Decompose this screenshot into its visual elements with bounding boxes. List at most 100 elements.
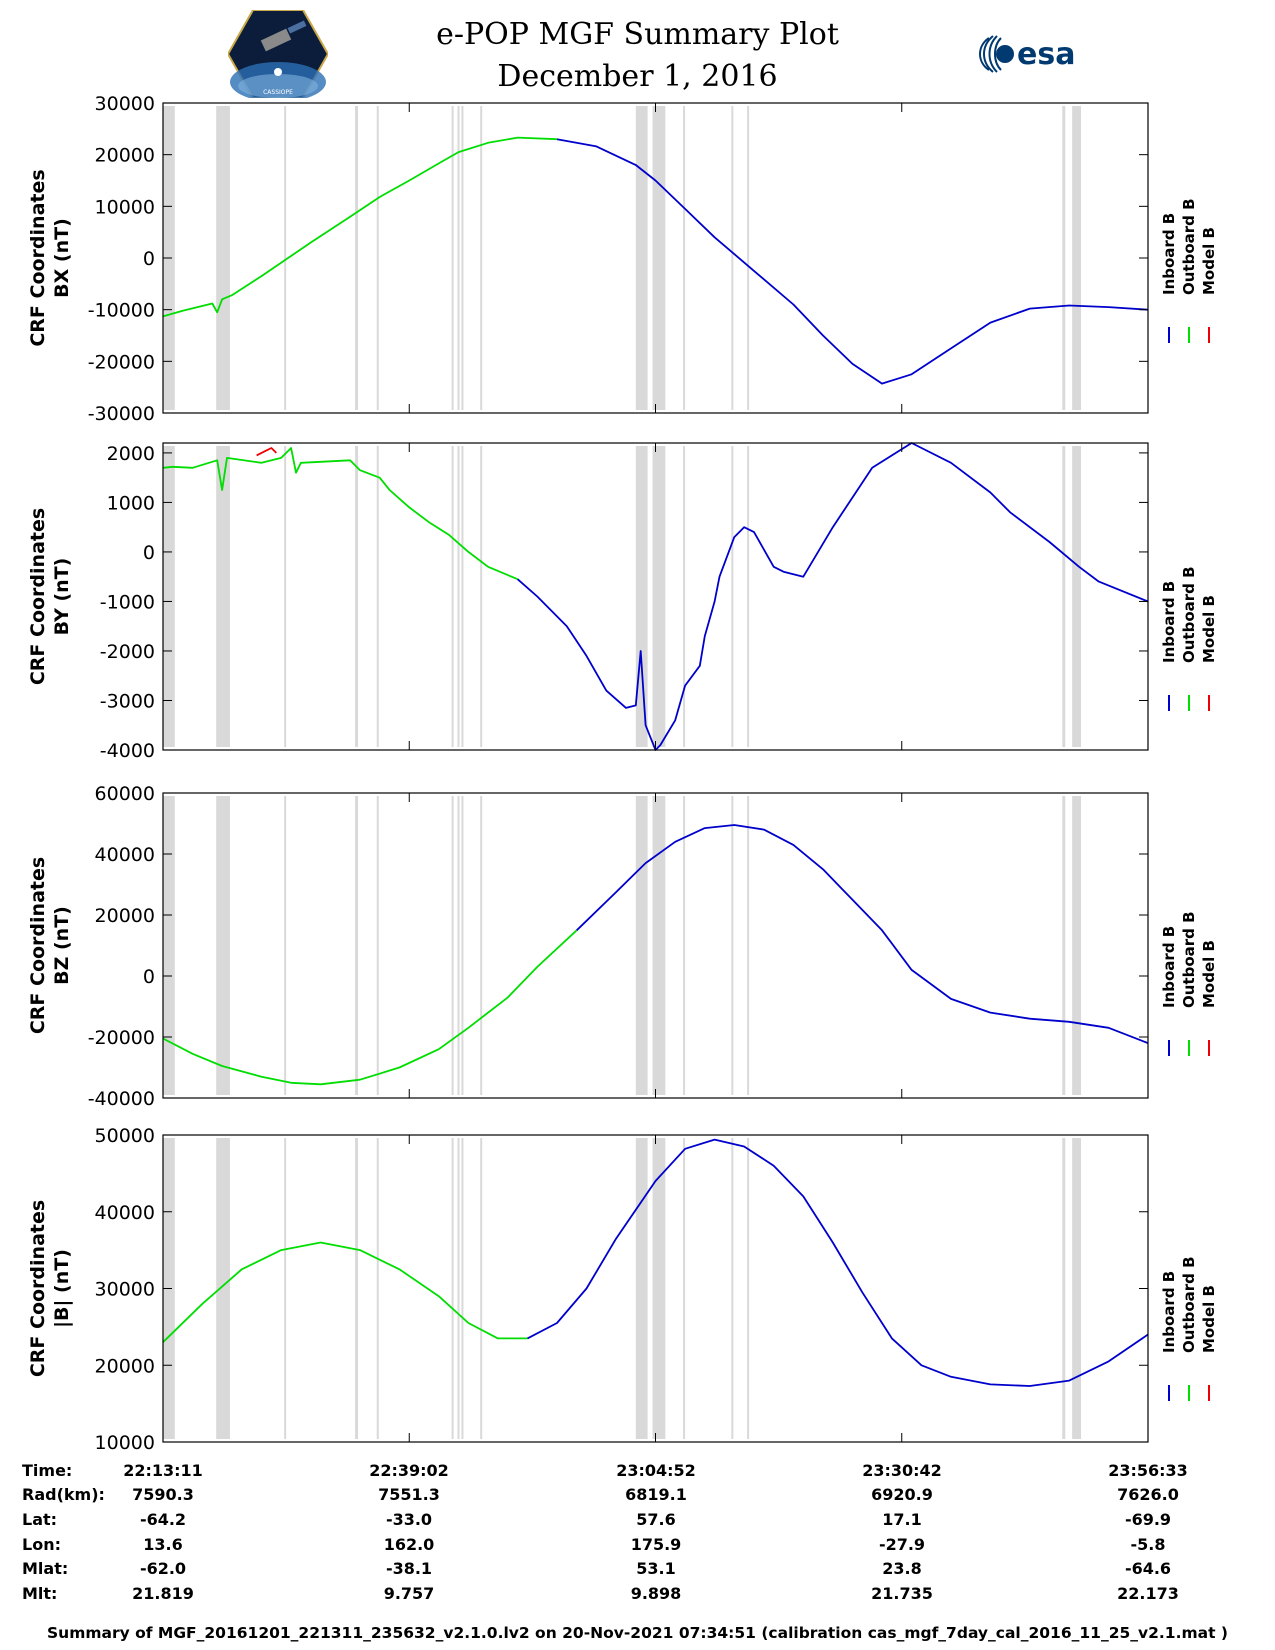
y-axis-label: CRF Coordinates: [27, 1200, 49, 1377]
y-tick-label: 50000: [95, 1125, 155, 1147]
data-gap-shade: [216, 796, 230, 1095]
data-gap-shade: [1072, 106, 1082, 410]
y-axis-label: BZ (nT): [51, 906, 73, 985]
data-gap-shade: [284, 796, 287, 1095]
legend-label: Model B: [1200, 595, 1218, 663]
data-gap-shade: [1072, 1138, 1082, 1439]
data-gap-shade: [461, 446, 464, 747]
y-tick-label: 2000: [107, 443, 155, 465]
data-gap-shade: [451, 1138, 454, 1439]
data-gap-shade: [376, 1138, 379, 1439]
data-gap-shade: [480, 1138, 483, 1439]
y-tick-label: 30000: [95, 93, 155, 115]
data-gap-shade: [652, 446, 666, 747]
data-gap-shade: [683, 446, 686, 747]
y-axis-label: BY (nT): [51, 558, 73, 636]
data-gap-shade: [652, 1138, 666, 1439]
series-outboard-b: [162, 1241, 528, 1343]
series-inboard-b: [576, 824, 1149, 1044]
y-tick-label: 40000: [95, 844, 155, 866]
y-tick-label: -40000: [88, 1088, 155, 1110]
plot-date: December 1, 2016: [497, 59, 778, 94]
data-gap-shade: [284, 446, 287, 747]
data-gap-shade: [635, 796, 648, 1095]
data-gap-shade: [480, 796, 483, 1095]
data-gap-shade: [461, 1138, 464, 1439]
y-tick-label: 10000: [95, 1432, 155, 1454]
y-tick-label: -1000: [100, 591, 155, 613]
data-gap-shade: [376, 796, 379, 1095]
y-axis-label: BX (nT): [51, 218, 73, 298]
data-gap-shade: [461, 106, 464, 410]
y-tick-label: 20000: [95, 905, 155, 927]
y-tick-label: -10000: [88, 300, 155, 322]
y-tick-label: 0: [143, 248, 155, 270]
y-tick-label: 30000: [95, 1279, 155, 1301]
data-gap-shade: [480, 446, 483, 747]
y-tick-label: 0: [143, 542, 155, 564]
y-axis-label: CRF Coordinates: [27, 169, 49, 346]
data-gap-shade: [731, 796, 734, 1095]
data-gap-shade: [635, 1138, 648, 1439]
legend-label: Inboard B: [1160, 1271, 1178, 1353]
data-gap-shade: [480, 106, 483, 410]
y-tick-label: -2000: [100, 641, 155, 663]
data-gap-shade: [355, 106, 359, 410]
legend-label: Outboard B: [1180, 911, 1198, 1008]
y-tick-label: 60000: [95, 783, 155, 805]
data-gap-shade: [355, 796, 359, 1095]
series-inboard-b: [527, 1138, 1149, 1387]
data-gap-shade: [1062, 446, 1066, 747]
y-tick-label: 40000: [95, 1202, 155, 1224]
legend-label: Model B: [1200, 940, 1218, 1008]
series-outboard-b: [162, 929, 578, 1086]
data-gap-shade: [163, 796, 175, 1095]
data-gap-shade: [652, 796, 666, 1095]
plot-title: e-POP MGF Summary Plot: [436, 17, 839, 52]
y-axis-label: CRF Coordinates: [27, 857, 49, 1034]
y-axis-label: |B| (nT): [51, 1249, 73, 1328]
data-gap-shade: [747, 1138, 750, 1439]
data-gap-shade: [355, 1138, 359, 1439]
data-gap-shade: [747, 446, 750, 747]
data-gap-shade: [216, 106, 230, 410]
data-gap-shade: [1072, 446, 1082, 747]
data-gap-shade: [355, 446, 359, 747]
data-gap-shade: [451, 796, 454, 1095]
esa-logo-text: esa: [1017, 37, 1075, 72]
data-gap-shade: [216, 446, 230, 747]
series-model-b: [256, 447, 277, 457]
legend-label: Outboard B: [1180, 566, 1198, 663]
cassiope-logo-text: CASSIOPE: [263, 89, 293, 96]
series-outboard-b: [162, 447, 518, 581]
esa-logo: esa: [979, 35, 1075, 73]
cassiope-logo: CASSIOPE: [228, 10, 328, 98]
legend-label: Model B: [1200, 227, 1218, 295]
y-tick-label: -3000: [100, 690, 155, 712]
data-gap-shade: [731, 446, 734, 747]
data-gap-shade: [683, 106, 686, 410]
series-outboard-b: [162, 136, 558, 318]
y-tick-label: -20000: [88, 1027, 155, 1049]
footer-caption: Summary of MGF_20161201_221311_235632_v2…: [47, 1624, 1228, 1642]
data-gap-shade: [683, 1138, 686, 1439]
legend-label: Outboard B: [1180, 1256, 1198, 1353]
legend-label: Inboard B: [1160, 213, 1178, 295]
y-tick-label: 20000: [95, 145, 155, 167]
data-gap-shade: [284, 106, 287, 410]
data-gap-shade: [635, 446, 648, 747]
data-gap-shade: [683, 796, 686, 1095]
data-gap-shade: [163, 446, 175, 747]
y-tick-label: -20000: [88, 351, 155, 373]
data-gap-shade: [461, 796, 464, 1095]
y-tick-label: 10000: [95, 196, 155, 218]
data-gap-shade: [747, 796, 750, 1095]
legend-label: Model B: [1200, 1285, 1218, 1353]
legend-label: Inboard B: [1160, 926, 1178, 1008]
data-gap-shade: [1062, 106, 1066, 410]
data-gap-shade: [1062, 796, 1066, 1095]
data-gap-shade: [731, 106, 734, 410]
legend-label: Inboard B: [1160, 581, 1178, 663]
data-gap-shade: [376, 446, 379, 747]
y-tick-label: 0: [143, 966, 155, 988]
